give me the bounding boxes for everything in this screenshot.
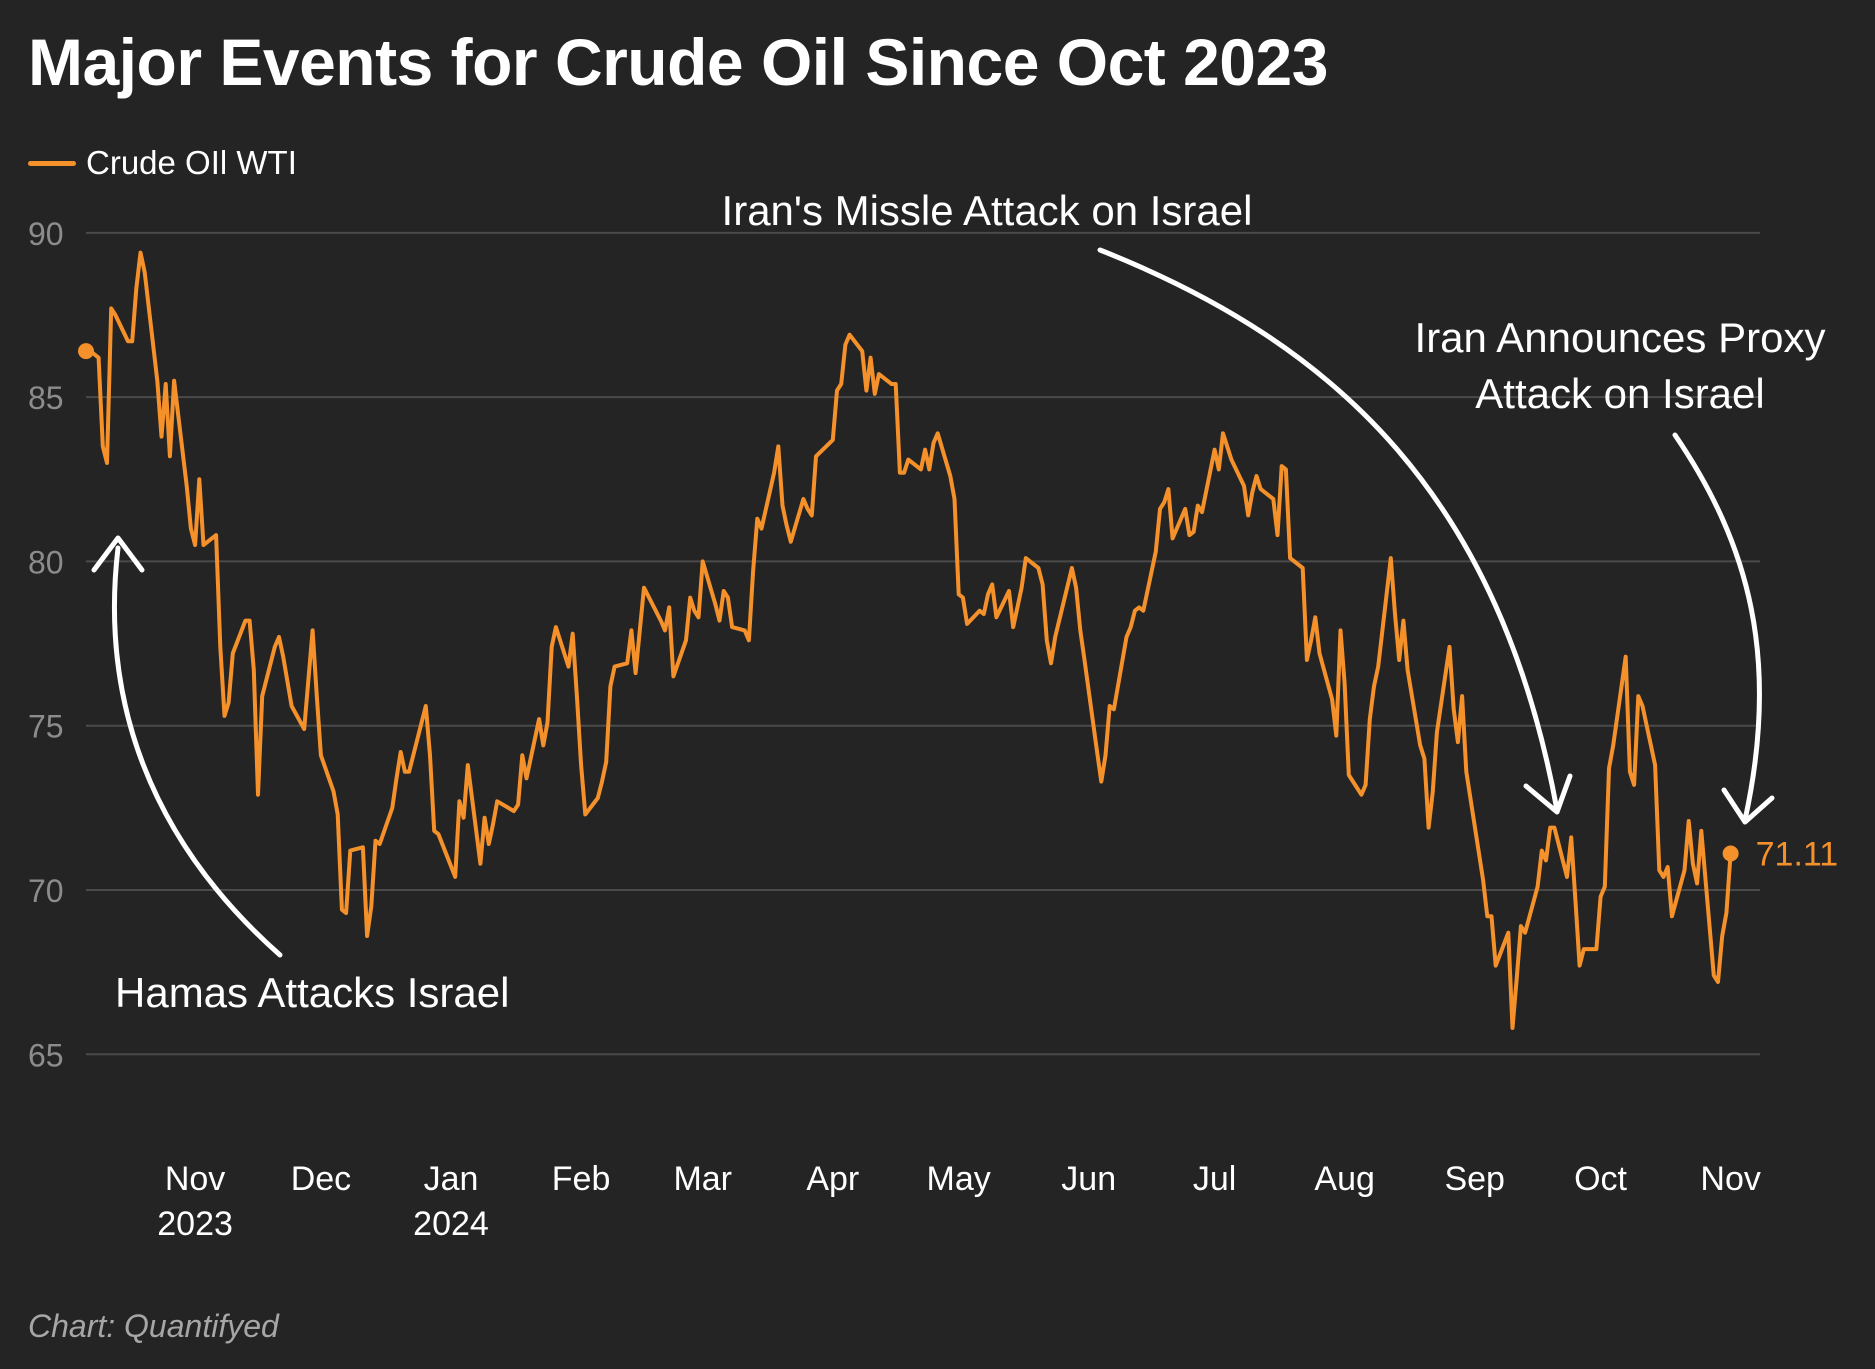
x-tick-sublabel: 2023 — [157, 1205, 233, 1243]
x-tick-label: Mar — [673, 1160, 732, 1198]
y-tick-label: 75 — [28, 709, 64, 745]
x-axis-labels: Nov 2023 Dec Jan 2024 Feb Mar Apr May Jun Jul Aug Se… — [157, 1160, 1761, 1243]
grid-lines — [86, 231, 1760, 1056]
legend: Crude OIl WTI — [28, 144, 297, 182]
annotation-arrow — [1672, 432, 1763, 823]
x-tick-label: May — [927, 1160, 991, 1198]
series-line — [84, 250, 1733, 1030]
annotation-arrow — [1097, 247, 1560, 813]
chart-title: Major Events for Crude Oil Since Oct 202… — [28, 25, 1328, 99]
y-tick-label: 85 — [28, 380, 64, 416]
legend-swatch — [28, 160, 76, 166]
x-tick-label: Nov — [165, 1160, 225, 1198]
x-tick-label: Nov — [1700, 1160, 1760, 1198]
annotation-text: Hamas Attacks Israel — [115, 969, 509, 1016]
y-tick-label: 90 — [28, 216, 64, 252]
annotation-text: Iran Announces Proxy — [1415, 314, 1826, 361]
annotation-arrow — [111, 545, 283, 958]
annotation-arrowhead — [1721, 787, 1775, 825]
start-point — [78, 343, 94, 360]
y-tick-label: 65 — [28, 1037, 64, 1073]
annotation-text: Iran's Missle Attack on Israel — [722, 187, 1253, 234]
end-value-label: 71.11 — [1756, 836, 1839, 874]
series-layer: 71.11 — [78, 250, 1839, 1030]
annotations-layer: Hamas Attacks Israel Iran's Missle Attack… — [91, 187, 1826, 1016]
x-tick-label: Apr — [806, 1160, 859, 1198]
x-tick-label: Jun — [1061, 1160, 1116, 1198]
y-axis-labels: 65 70 75 80 85 90 — [28, 216, 64, 1073]
x-tick-label: Oct — [1574, 1160, 1627, 1198]
chart-caption: Chart: Quantifyed — [28, 1308, 279, 1344]
end-point — [1722, 845, 1739, 862]
y-tick-label: 70 — [28, 873, 64, 909]
annotation-arrowhead — [1523, 773, 1573, 815]
x-tick-label: Jul — [1193, 1160, 1236, 1198]
legend-label: Crude OIl WTI — [86, 144, 297, 181]
x-tick-label: Jan — [424, 1160, 479, 1198]
x-tick-label: Sep — [1444, 1160, 1505, 1198]
x-tick-label: Dec — [291, 1160, 351, 1198]
x-tick-sublabel: 2024 — [413, 1205, 489, 1243]
x-tick-label: Aug — [1314, 1160, 1375, 1198]
annotation-arrowhead — [91, 535, 145, 573]
y-tick-label: 80 — [28, 544, 64, 580]
annotation-text: Attack on Israel — [1475, 370, 1764, 417]
x-tick-label: Feb — [552, 1160, 611, 1198]
